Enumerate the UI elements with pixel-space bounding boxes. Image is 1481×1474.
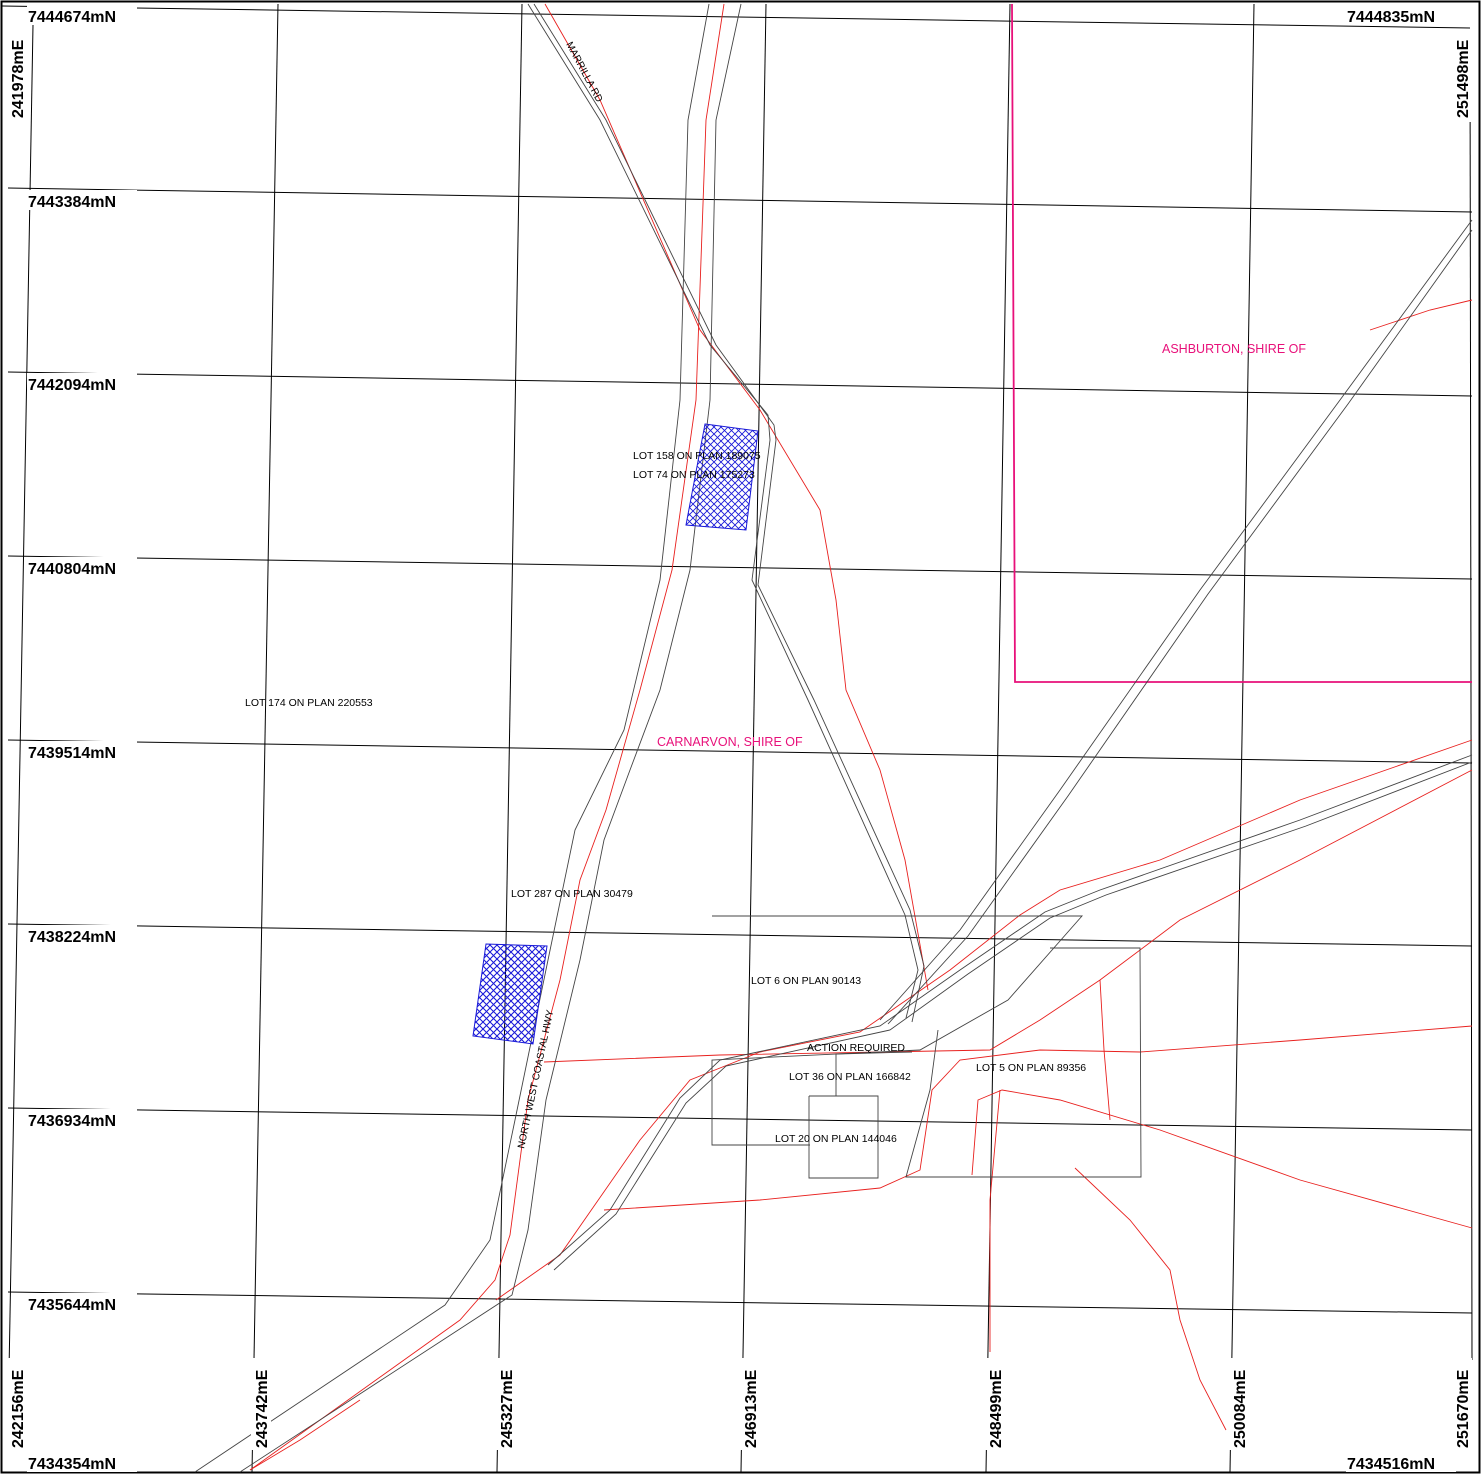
northing-labels: 7444674mN 7443384mN 7442094mN 7440804mN … [27, 5, 1456, 1473]
hatched-area-south[interactable] [472, 943, 548, 1045]
lot-label-20: LOT 20 ON PLAN 144046 [775, 1133, 897, 1145]
northing-label: 7443384mN [28, 194, 116, 211]
northing-label: 7435644mN [28, 1297, 116, 1314]
action-required-label: ACTION REQUIRED [807, 1042, 905, 1054]
lot-label-6: LOT 6 ON PLAN 90143 [751, 975, 861, 987]
northing-label-top-right: 7444835mN [1347, 9, 1435, 26]
northing-label: 7434354mN [28, 1456, 116, 1473]
northing-label: 7439514mN [28, 745, 116, 762]
shire-label-carnarvon: CARNARVON, SHIRE OF [657, 735, 803, 749]
shire-label-ashburton: ASHBURTON, SHIRE OF [1162, 342, 1306, 356]
road-casings [194, 3, 1473, 1473]
northing-label: 7438224mN [28, 929, 116, 946]
lot-label-174: LOT 174 ON PLAN 220553 [245, 697, 373, 709]
lot-label-74: LOT 74 ON PLAN 175273 [633, 469, 755, 481]
northing-label: 7442094mN [28, 377, 116, 394]
northing-label-bottom-right: 7434516mN [1347, 1456, 1435, 1473]
northing-label: 7444674mN [28, 9, 116, 26]
easting-labels: 241978mE 251498mE 242156mE 243742mE 2453… [7, 30, 1472, 1450]
lot-label-287: LOT 287 ON PLAN 30479 [511, 888, 633, 900]
easting-label-top-right: 251498mE [1455, 39, 1472, 118]
road-centre-lines [249, 3, 1473, 1471]
lot-label-158: LOT 158 ON PLAN 189075 [633, 450, 761, 462]
lot-label-36: LOT 36 ON PLAN 166842 [789, 1071, 911, 1083]
easting-label: 246913mE [743, 1369, 760, 1448]
easting-label: 248499mE [988, 1369, 1005, 1448]
easting-label: 242156mE [10, 1369, 27, 1448]
easting-label: 250084mE [1232, 1369, 1249, 1448]
hatched-area-north[interactable] [685, 423, 759, 531]
easting-label: 251670mE [1455, 1369, 1472, 1448]
northing-label: 7440804mN [28, 561, 116, 578]
easting-label: 245327mE [499, 1369, 516, 1448]
shire-boundary-line [1011, 3, 1472, 683]
easting-label-top-left: 241978mE [10, 39, 27, 118]
easting-label: 243742mE [254, 1369, 271, 1448]
northing-label: 7436934mN [28, 1113, 116, 1130]
lot-label-5: LOT 5 ON PLAN 89356 [976, 1062, 1086, 1074]
northing-grid-lines [1, 5, 1473, 1314]
easting-grid-lines [8, 3, 1473, 1473]
